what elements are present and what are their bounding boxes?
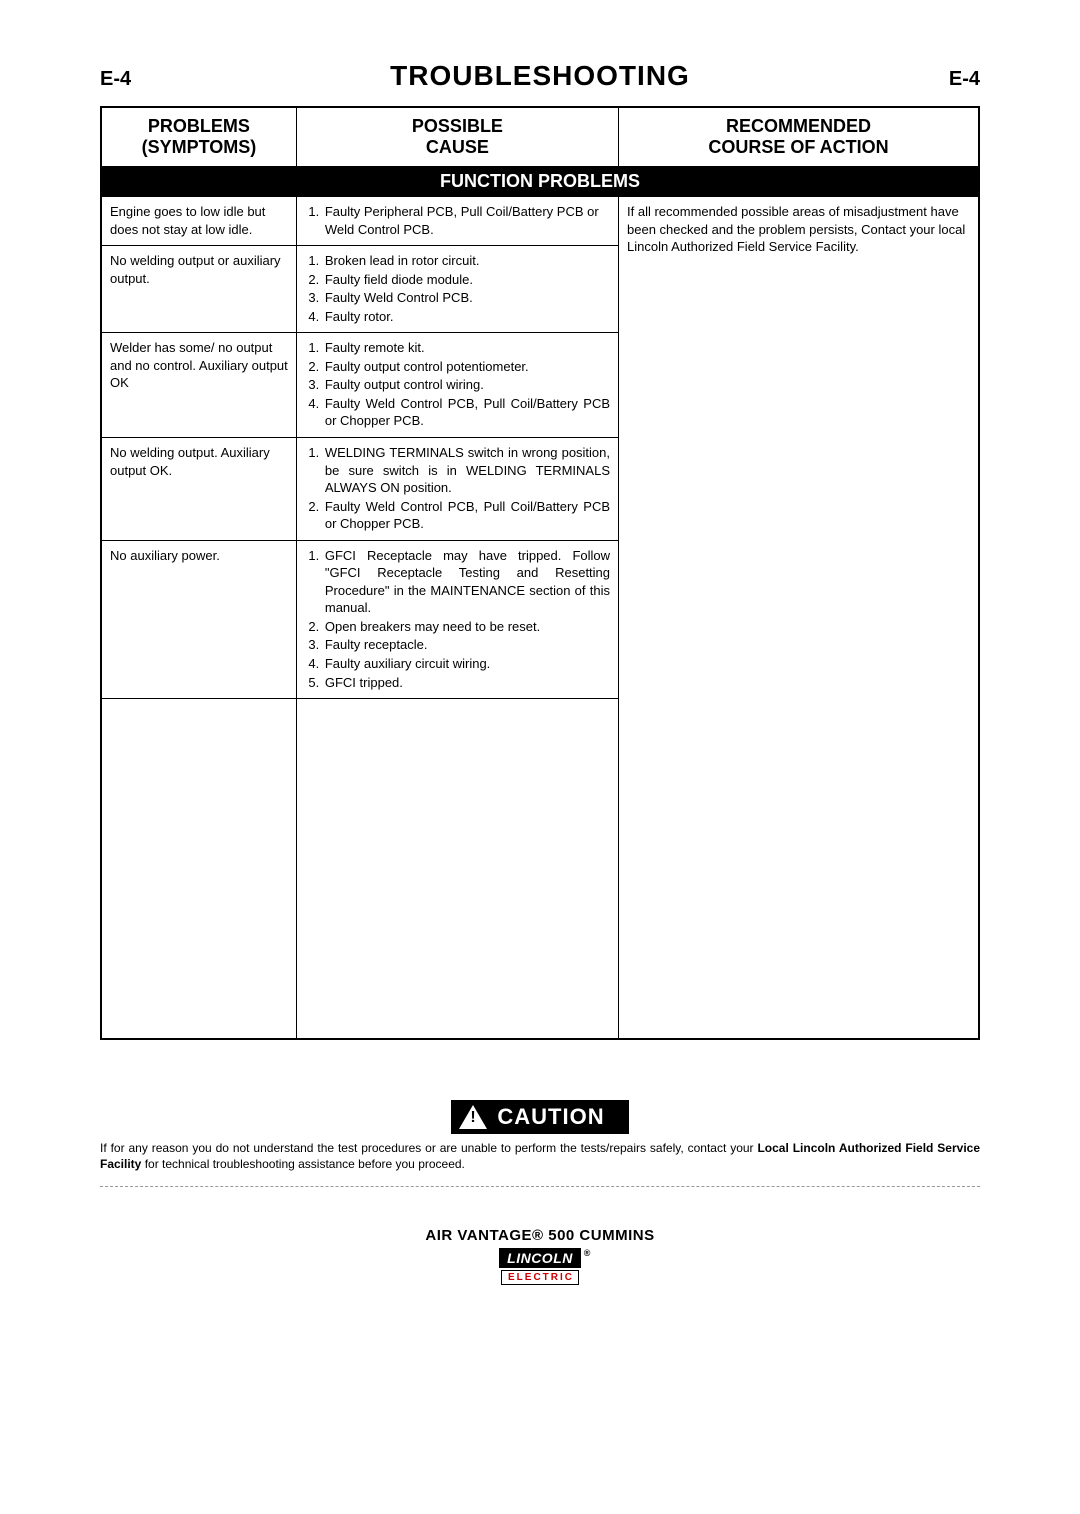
section-title: FUNCTION PROBLEMS: [101, 167, 979, 197]
cause-item: Faulty rotor.: [323, 308, 610, 326]
cause-cell: GFCI Receptacle may have tripped. Follow…: [296, 540, 618, 698]
empty-cell: [296, 699, 618, 1039]
cause-item: Faulty receptacle.: [323, 636, 610, 654]
problem-cell: No welding output. Auxiliary output OK.: [101, 438, 296, 541]
cause-cell: WELDING TERMINALS switch in wrong positi…: [296, 438, 618, 541]
caution-text-after: for technical troubleshooting assistance…: [141, 1157, 465, 1171]
action-cell: If all recommended possible areas of mis…: [619, 197, 979, 1039]
cause-item: WELDING TERMINALS switch in wrong positi…: [323, 444, 610, 497]
cause-item: Faulty Weld Control PCB.: [323, 289, 610, 307]
problem-cell: Engine goes to low idle but does not sta…: [101, 197, 296, 246]
divider: [100, 1186, 980, 1187]
cause-item: GFCI tripped.: [323, 674, 610, 692]
troubleshooting-table: PROBLEMS (SYMPTOMS) POSSIBLE CAUSE RECOM…: [100, 106, 980, 1040]
caution-text-before: If for any reason you do not understand …: [100, 1141, 757, 1155]
cause-item: Faulty remote kit.: [323, 339, 610, 357]
warning-triangle-icon: [459, 1105, 487, 1129]
cause-item: Faulty field diode module.: [323, 271, 610, 289]
caution-section: CAUTION If for any reason you do not und…: [100, 1100, 980, 1187]
cause-item: Faulty output control wiring.: [323, 376, 610, 394]
page-footer: AIR VANTAGE® 500 CUMMINS LINCOLN ELECTRI…: [100, 1227, 980, 1285]
cause-item: Faulty output control potentiometer.: [323, 358, 610, 376]
cause-cell: Faulty remote kit. Faulty output control…: [296, 333, 618, 438]
empty-cell: [101, 699, 296, 1039]
col-cause: POSSIBLE CAUSE: [296, 107, 618, 167]
cause-item: Faulty Weld Control PCB, Pull Coil/Batte…: [323, 395, 610, 430]
cause-cell: Faulty Peripheral PCB, Pull Coil/Battery…: [296, 197, 618, 246]
product-name: AIR VANTAGE® 500 CUMMINS: [100, 1227, 980, 1244]
cause-item: Faulty auxiliary circuit wiring.: [323, 655, 610, 673]
section-header-row: FUNCTION PROBLEMS: [101, 167, 979, 197]
col-action: RECOMMENDED COURSE OF ACTION: [619, 107, 979, 167]
cause-item: Open breakers may need to be reset.: [323, 618, 610, 636]
cause-item: Faulty Peripheral PCB, Pull Coil/Battery…: [323, 203, 610, 238]
page-title: TROUBLESHOOTING: [390, 60, 690, 92]
caution-label: CAUTION: [497, 1104, 604, 1130]
cause-item: Broken lead in rotor circuit.: [323, 252, 610, 270]
logo-sub: ELECTRIC: [501, 1270, 579, 1285]
problem-cell: No welding output or auxiliary output.: [101, 246, 296, 333]
caution-text: If for any reason you do not understand …: [100, 1140, 980, 1172]
problem-cell: No auxiliary power.: [101, 540, 296, 698]
page-header: E-4 TROUBLESHOOTING E-4: [100, 60, 980, 92]
caution-badge: CAUTION: [451, 1100, 628, 1134]
logo-brand: LINCOLN: [499, 1248, 581, 1268]
page-number-right: E-4: [949, 68, 980, 91]
lincoln-logo: LINCOLN ELECTRIC: [499, 1248, 581, 1285]
col-problems: PROBLEMS (SYMPTOMS): [101, 107, 296, 167]
cause-cell: Broken lead in rotor circuit. Faulty fie…: [296, 246, 618, 333]
cause-item: GFCI Receptacle may have tripped. Follow…: [323, 547, 610, 617]
cause-item: Faulty Weld Control PCB, Pull Coil/Batte…: [323, 498, 610, 533]
table-row: Engine goes to low idle but does not sta…: [101, 197, 979, 246]
problem-cell: Welder has some/ no output and no contro…: [101, 333, 296, 438]
page-number-left: E-4: [100, 68, 131, 91]
